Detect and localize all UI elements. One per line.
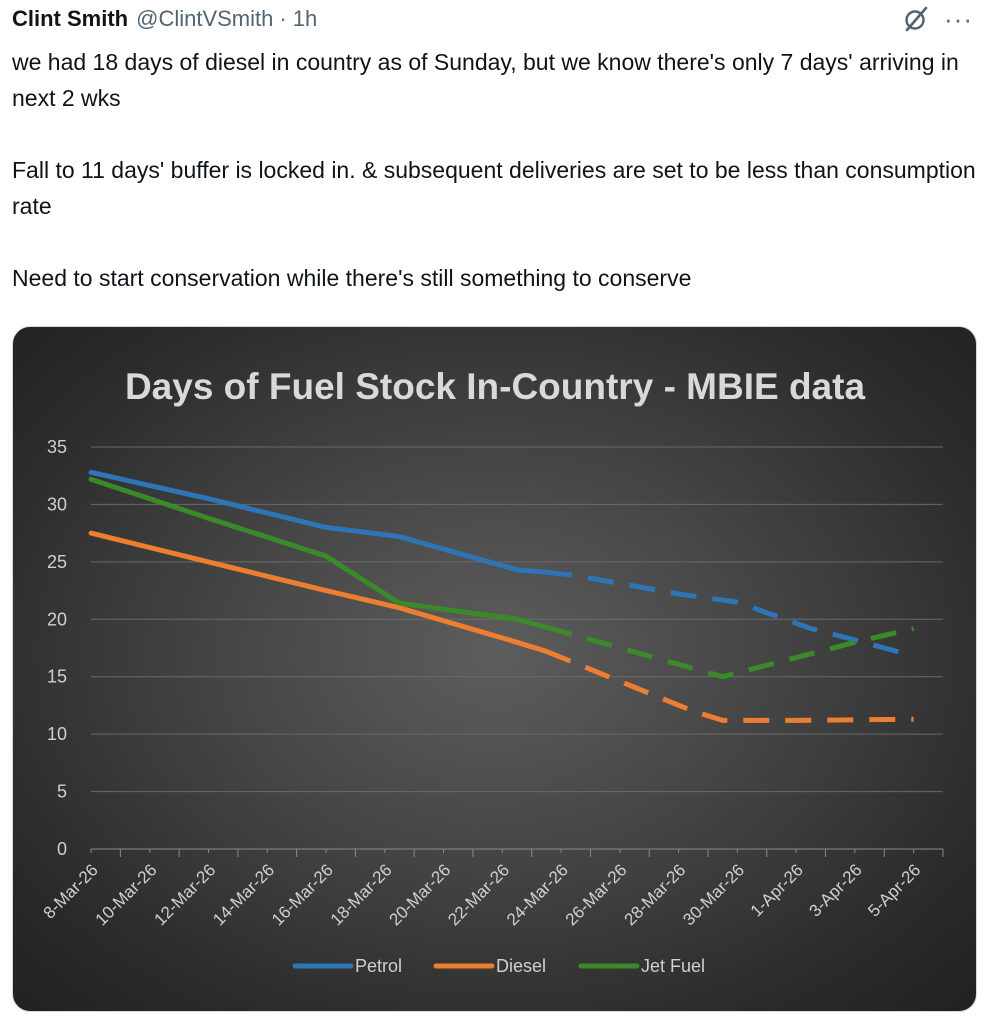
x-tick-label: 10-Mar-26 [92, 860, 161, 929]
y-tick-label: 0 [57, 839, 67, 859]
x-tick-label: 14-Mar-26 [209, 860, 278, 929]
x-tick-label: 30-Mar-26 [679, 860, 748, 929]
series-line-actual [88, 476, 549, 630]
grok-slash-circle-icon[interactable] [902, 5, 930, 33]
x-tick-label: 22-Mar-26 [444, 860, 513, 929]
y-tick-label: 5 [57, 782, 67, 802]
series-line-actual [88, 469, 549, 575]
x-tick-label: 1-Apr-26 [747, 860, 807, 920]
chart-title: Days of Fuel Stock In-Country - MBIE dat… [125, 366, 865, 407]
tweet-paragraph: Need to start conservation while there's… [12, 265, 692, 291]
x-tick-label: 12-Mar-26 [150, 860, 219, 929]
y-tick-label: 35 [47, 437, 67, 457]
y-tick-label: 15 [47, 667, 67, 687]
x-tick-label: 8-Mar-26 [40, 860, 102, 922]
series-line-actual [88, 530, 549, 654]
header-separator: · [279, 6, 287, 31]
y-tick-label: 25 [47, 552, 67, 572]
more-horizontal-icon[interactable]: ··· [944, 4, 973, 34]
x-tick-label: 18-Mar-26 [327, 860, 396, 929]
header-actions: ··· [902, 4, 973, 34]
tweet-paragraph: we had 18 days of diesel in country as o… [12, 49, 959, 111]
x-tick-label: 20-Mar-26 [385, 860, 454, 929]
x-tick-label: 26-Mar-26 [562, 860, 631, 929]
fuel-stock-chart: Days of Fuel Stock In-Country - MBIE dat… [40, 366, 944, 976]
x-tick-label: 5-Apr-26 [864, 860, 924, 920]
tweet-text: we had 18 days of diesel in country as o… [12, 44, 977, 296]
legend-label: Diesel [496, 956, 546, 976]
series-line-projected [545, 649, 914, 723]
post-timestamp[interactable]: 1h [292, 6, 318, 31]
y-tick-label: 30 [47, 494, 67, 514]
legend-label: Jet Fuel [641, 956, 705, 976]
series-line-projected [546, 569, 915, 659]
x-tick-label: 3-Apr-26 [805, 860, 865, 920]
chart-image[interactable]: Days of Fuel Stock In-Country - MBIE dat… [12, 326, 977, 1012]
x-tick-label: 24-Mar-26 [503, 860, 572, 929]
author-handle[interactable]: @ClintVSmith [136, 6, 274, 31]
y-tick-label: 10 [47, 724, 67, 744]
tweet-paragraph: Fall to 11 days' buffer is locked in. & … [12, 157, 976, 219]
x-tick-label: 28-Mar-26 [621, 860, 690, 929]
tweet-header: Clint Smith @ClintVSmith · 1h ··· [12, 4, 977, 34]
author-name[interactable]: Clint Smith [12, 6, 129, 31]
legend-label: Petrol [355, 956, 402, 976]
x-tick-label: 16-Mar-26 [268, 860, 337, 929]
series-line-projected [545, 624, 915, 680]
y-tick-label: 20 [47, 609, 67, 629]
